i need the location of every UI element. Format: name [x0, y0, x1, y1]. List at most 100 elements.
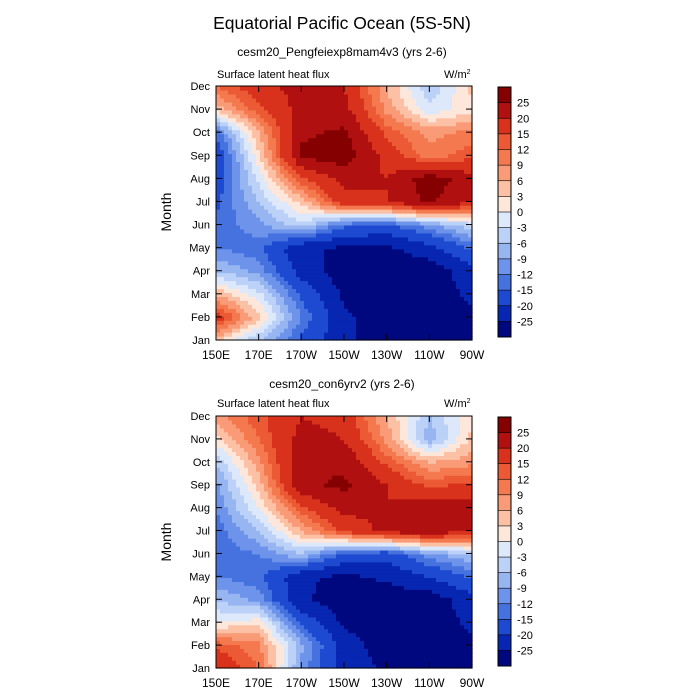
- heatmap-cell: [388, 332, 393, 337]
- heatmap-cell: [220, 640, 225, 645]
- heatmap-cell: [328, 169, 333, 174]
- heatmap-cell: [388, 304, 393, 309]
- heatmap-cell: [416, 117, 421, 123]
- heatmap-cell: [408, 628, 413, 634]
- heatmap-cell: [264, 268, 269, 274]
- heatmap-cell: [396, 304, 401, 309]
- heatmap-cell: [424, 216, 429, 222]
- heatmap-cell: [248, 316, 253, 321]
- heatmap-cell: [384, 137, 389, 143]
- heatmap-cell: [412, 652, 417, 657]
- heatmap-cell: [316, 173, 321, 178]
- heatmap-cell: [336, 308, 341, 313]
- heatmap-cell: [280, 228, 285, 234]
- heatmap-cell: [228, 280, 233, 286]
- heatmap-cell: [432, 220, 437, 226]
- heatmap-cell: [408, 117, 413, 123]
- heatmap-cell: [340, 288, 345, 293]
- heatmap-cell: [292, 181, 297, 186]
- heatmap-cell: [396, 268, 401, 274]
- heatmap-cell: [416, 236, 421, 242]
- heatmap-cell: [284, 169, 289, 174]
- heatmap-cell: [448, 288, 453, 293]
- heatmap-cell: [380, 117, 385, 123]
- heatmap-cell: [388, 133, 393, 139]
- heatmap-cell: [448, 205, 453, 210]
- heatmap-cell: [344, 264, 349, 270]
- heatmap-cell: [348, 624, 353, 630]
- heatmap-cell: [404, 220, 409, 226]
- heatmap-cell: [336, 240, 341, 246]
- heatmap-cell: [316, 141, 321, 147]
- heatmap-cell: [464, 648, 469, 653]
- heatmap-cell: [420, 236, 425, 242]
- heatmap-cell: [240, 328, 245, 333]
- heatmap-cell: [468, 105, 473, 111]
- heatmap-cell: [412, 244, 417, 250]
- heatmap-cell: [468, 252, 473, 258]
- heatmap-cell: [308, 244, 313, 250]
- heatmap-cell: [468, 320, 473, 325]
- heatmap-cell: [320, 272, 325, 278]
- heatmap-cell: [260, 113, 265, 119]
- heatmap-cell: [244, 97, 249, 103]
- heatmap-cell: [240, 336, 245, 341]
- heatmap-cell: [228, 312, 233, 317]
- heatmap-cell: [236, 213, 241, 218]
- heatmap-cell: [344, 636, 349, 642]
- heatmap-cell: [344, 312, 349, 317]
- heatmap-cell: [440, 636, 445, 642]
- heatmap-cell: [388, 268, 393, 274]
- heatmap-cell: [352, 153, 357, 159]
- heatmap-cell: [300, 312, 305, 317]
- heatmap-cell: [296, 181, 301, 186]
- heatmap-cell: [264, 336, 269, 341]
- heatmap-cell: [460, 636, 465, 642]
- heatmap-cell: [392, 328, 397, 333]
- heatmap-cell: [340, 137, 345, 143]
- heatmap-cell: [356, 141, 361, 147]
- heatmap-cell: [236, 145, 241, 151]
- heatmap-cell: [232, 201, 237, 206]
- colorbar-swatch: [498, 87, 511, 103]
- heatmap-cell: [320, 89, 325, 95]
- heatmap-cell: [324, 312, 329, 317]
- heatmap-cell: [228, 121, 233, 127]
- heatmap-cell: [236, 201, 241, 206]
- heatmap-cell: [404, 240, 409, 246]
- heatmap-cell: [324, 157, 329, 163]
- heatmap-cell: [296, 256, 301, 262]
- heatmap-cell: [360, 664, 365, 669]
- heatmap-cell: [344, 236, 349, 242]
- heatmap-cell: [328, 624, 333, 630]
- heatmap-cell: [324, 640, 329, 645]
- heatmap-cell: [300, 213, 305, 218]
- heatmap-cell: [272, 228, 277, 234]
- heatmap-cell: [320, 181, 325, 186]
- heatmap-cell: [312, 256, 317, 262]
- heatmap-cell: [240, 141, 245, 147]
- heatmap-cell: [248, 236, 253, 242]
- heatmap-cell: [248, 193, 253, 198]
- heatmap-cell: [436, 224, 441, 230]
- heatmap-cell: [268, 93, 273, 99]
- heatmap-cell: [376, 648, 381, 653]
- heatmap-cell: [264, 141, 269, 147]
- heatmap-cell: [404, 105, 409, 111]
- heatmap-cell: [292, 256, 297, 262]
- heatmap-cell: [372, 316, 377, 321]
- heatmap-cell: [464, 244, 469, 250]
- heatmap-cell: [284, 201, 289, 206]
- heatmap-cell: [312, 276, 317, 282]
- heatmap-cell: [352, 197, 357, 202]
- heatmap-cell: [448, 129, 453, 135]
- heatmap-cell: [296, 149, 301, 155]
- heatmap-cell: [432, 296, 437, 301]
- heatmap-cell: [408, 193, 413, 198]
- heatmap-cell: [392, 316, 397, 321]
- heatmap-cell: [312, 121, 317, 127]
- heatmap-cell: [452, 628, 457, 634]
- heatmap-cell: [352, 292, 357, 297]
- heatmap-cell: [288, 232, 293, 238]
- heatmap-cell: [396, 220, 401, 226]
